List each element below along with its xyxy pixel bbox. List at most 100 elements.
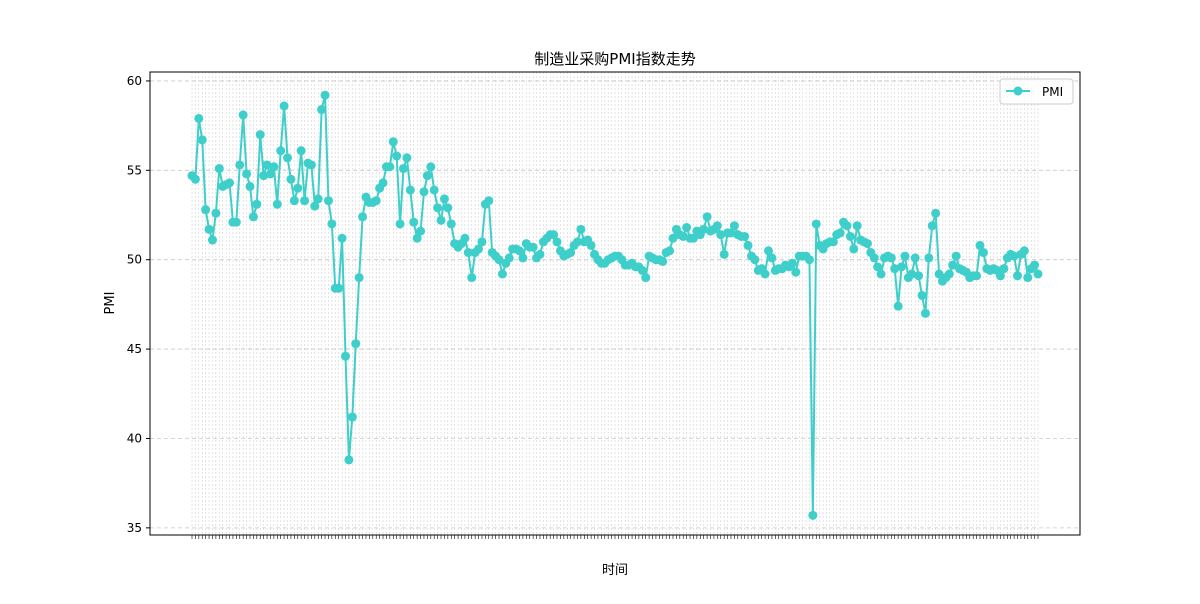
- pmi-data-point: [586, 240, 596, 250]
- pmi-data-point: [924, 253, 934, 263]
- pmi-data-point: [760, 269, 770, 279]
- pmi-data-point: [460, 233, 470, 243]
- y-tick-label: 40: [127, 431, 142, 445]
- pmi-data-point: [828, 237, 838, 247]
- pmi-data-point: [262, 160, 272, 170]
- pmi-data-point: [443, 203, 453, 213]
- pmi-data-point: [514, 246, 524, 256]
- pmi-data-point: [729, 221, 739, 231]
- pmi-data-point: [272, 199, 282, 209]
- pmi-data-point: [849, 244, 859, 254]
- pmi-data-point: [293, 183, 303, 193]
- pmi-data-point: [1019, 246, 1029, 256]
- pmi-data-point: [910, 253, 920, 263]
- pmi-data-point: [862, 239, 872, 249]
- pmi-data-point: [344, 455, 354, 465]
- pmi-data-point: [750, 255, 760, 265]
- pmi-data-point: [211, 208, 221, 218]
- pmi-data-point: [743, 240, 753, 250]
- pmi-data-point: [791, 267, 801, 277]
- pmi-data-point: [269, 162, 279, 172]
- pmi-data-point: [1009, 251, 1019, 261]
- pmi-data-point: [436, 215, 446, 225]
- pmi-data-point: [245, 181, 255, 191]
- pmi-data-point: [504, 253, 514, 263]
- pmi-data-point: [429, 185, 439, 195]
- pmi-data-point: [668, 233, 678, 243]
- pmi-data-point: [951, 251, 961, 261]
- pmi-data-point: [716, 230, 726, 240]
- pmi-data-point: [497, 269, 507, 279]
- pmi-data-point: [378, 178, 388, 188]
- pmi-data-point: [286, 174, 296, 184]
- pmi-data-point: [552, 237, 562, 247]
- pmi-data-point: [323, 196, 333, 206]
- pmi-data-point: [416, 226, 426, 236]
- pmi-data-point: [419, 187, 429, 197]
- pmi-data-point: [289, 196, 299, 206]
- pmi-data-point: [306, 160, 316, 170]
- pmi-data-point: [900, 251, 910, 261]
- legend-box: [999, 78, 1074, 105]
- pmi-data-point: [665, 246, 675, 256]
- pmi-data-point: [1033, 269, 1043, 279]
- pmi-data-point: [845, 231, 855, 241]
- pmi-data-point: [392, 151, 402, 161]
- pmi-data-point: [767, 253, 777, 263]
- pmi-data-point: [808, 510, 818, 520]
- pmi-data-point: [225, 178, 235, 188]
- pmi-data-point: [934, 269, 944, 279]
- pmi-data-point: [699, 224, 709, 234]
- pmi-data-point: [433, 203, 443, 213]
- pmi-data-point: [259, 171, 269, 181]
- pmi-data-point: [242, 169, 252, 179]
- pmi-data-point: [201, 205, 211, 215]
- pmi-data-point: [897, 262, 907, 272]
- pmi-data-point: [426, 162, 436, 172]
- pmi-data-point: [214, 164, 224, 174]
- pmi-data-point: [893, 301, 903, 311]
- pmi-data-point: [835, 228, 845, 238]
- pmi-data-point: [395, 219, 405, 229]
- pmi-data-point: [972, 271, 982, 281]
- pmi-data-point: [255, 130, 265, 140]
- pmi-data-point: [944, 269, 954, 279]
- pmi-data-point: [446, 219, 456, 229]
- pmi-data-point: [702, 212, 712, 222]
- legend-label-pmi: PMI: [1042, 85, 1063, 99]
- pmi-data-point: [1030, 260, 1040, 270]
- pmi-data-point: [385, 162, 395, 172]
- pmi-data-point: [682, 223, 692, 233]
- pmi-data-point: [265, 169, 275, 179]
- pmi-data-point: [842, 221, 852, 231]
- pmi-data-point: [402, 153, 412, 163]
- y-axis-label: PMI: [103, 292, 118, 315]
- pmi-data-point: [463, 248, 473, 258]
- pmi-data-point: [719, 249, 729, 259]
- pmi-data-point: [238, 110, 248, 120]
- y-tick-label: 55: [127, 163, 142, 177]
- pmi-data-point: [869, 253, 879, 263]
- pmi-data-point: [327, 219, 337, 229]
- y-tick-label: 60: [127, 74, 142, 88]
- pmi-data-point: [194, 113, 204, 123]
- pmi-data-point: [804, 255, 814, 265]
- pmi-data-point: [726, 228, 736, 238]
- pmi-data-point: [975, 240, 985, 250]
- pmi-data-point: [927, 221, 937, 231]
- legend-marker-swatch: [1013, 86, 1023, 96]
- pmi-data-point: [494, 255, 504, 265]
- pmi-data-point: [890, 264, 900, 274]
- pmi-data-point: [276, 146, 286, 156]
- pmi-data-point: [296, 146, 306, 156]
- pmi-data-point: [347, 412, 357, 422]
- x-axis-ticks: [191, 535, 1039, 539]
- pmi-data-point: [931, 208, 941, 218]
- pmi-data-point: [658, 256, 668, 266]
- pmi-data-point: [811, 219, 821, 229]
- chart-title: 制造业采购PMI指数走势: [534, 50, 695, 68]
- pmi-data-point: [310, 201, 320, 211]
- pmi-data-point: [197, 135, 207, 145]
- pmi-data-point: [283, 153, 293, 163]
